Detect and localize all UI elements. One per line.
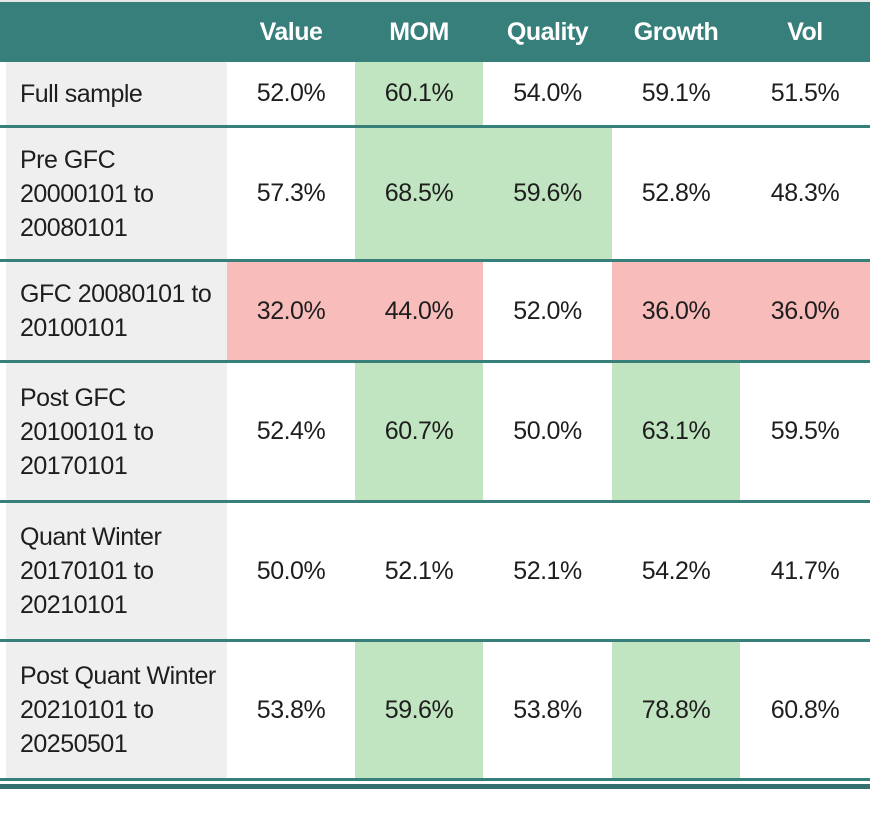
table-cell: 59.6%: [355, 642, 483, 778]
table-cell: 53.8%: [227, 642, 355, 778]
table-cell: 59.6%: [483, 128, 612, 259]
table-cell: 52.1%: [483, 503, 612, 639]
table-cell: 60.7%: [355, 363, 483, 500]
header-cell-growth: Growth: [633, 17, 719, 46]
row-label: GFC 20080101 to 20100101: [6, 262, 227, 360]
table-cell: 63.1%: [612, 363, 740, 500]
table-row: Full sample 52.0% 60.1% 54.0% 59.1% 51.5…: [0, 62, 870, 128]
table-cell: 57.3%: [227, 128, 355, 259]
bottom-gap: [0, 781, 870, 784]
table-cell: 59.5%: [740, 363, 870, 500]
table-cell: 78.8%: [612, 642, 740, 778]
table-cell: 51.5%: [740, 62, 870, 125]
data-table: Value MOM Quality Growth Vol Full sample…: [0, 2, 870, 789]
table-cell: 48.3%: [740, 128, 870, 259]
table-row: Post Quant Winter 20210101 to 20250501 5…: [0, 642, 870, 781]
header-cell-mom: MOM: [389, 17, 449, 46]
table-header-row: Value MOM Quality Growth Vol: [0, 2, 870, 62]
table-cell: 52.0%: [483, 262, 612, 360]
table-cell: 50.0%: [227, 503, 355, 639]
table-cell: 60.8%: [740, 642, 870, 778]
table-cell: 52.8%: [612, 128, 740, 259]
row-label: Post GFC 20100101 to 20170101: [6, 363, 227, 500]
table-cell: 54.0%: [483, 62, 612, 125]
row-label: Post Quant Winter 20210101 to 20250501: [6, 642, 227, 778]
table-cell: 32.0%: [227, 262, 355, 360]
table-cell: 50.0%: [483, 363, 612, 500]
table-cell: 68.5%: [355, 128, 483, 259]
header-cell-quality: Quality: [506, 17, 589, 46]
table-cell: 36.0%: [612, 262, 740, 360]
table-cell: 52.1%: [355, 503, 483, 639]
table-cell: 60.1%: [355, 62, 483, 125]
table-cell: 44.0%: [355, 262, 483, 360]
table-row: GFC 20080101 to 20100101 32.0% 44.0% 52.…: [0, 262, 870, 363]
table-cell: 53.8%: [483, 642, 612, 778]
table-row: Quant Winter 20170101 to 20210101 50.0% …: [0, 503, 870, 642]
table-cell: 36.0%: [740, 262, 870, 360]
table-cell: 52.4%: [227, 363, 355, 500]
table-row: Pre GFC 20000101 to 20080101 57.3% 68.5%…: [0, 128, 870, 262]
table-cell: 41.7%: [740, 503, 870, 639]
row-label: Full sample: [6, 62, 227, 125]
table-cell: 54.2%: [612, 503, 740, 639]
header-cell-blank: [0, 2, 227, 62]
table-bottom-border: [0, 784, 870, 789]
table-cell: 59.1%: [612, 62, 740, 125]
row-label: Pre GFC 20000101 to 20080101: [6, 128, 227, 259]
header-cell-value: Value: [259, 17, 323, 46]
header-cell-vol: Vol: [787, 17, 823, 46]
row-label: Quant Winter 20170101 to 20210101: [6, 503, 227, 639]
table-cell: 52.0%: [227, 62, 355, 125]
table-row: Post GFC 20100101 to 20170101 52.4% 60.7…: [0, 363, 870, 503]
